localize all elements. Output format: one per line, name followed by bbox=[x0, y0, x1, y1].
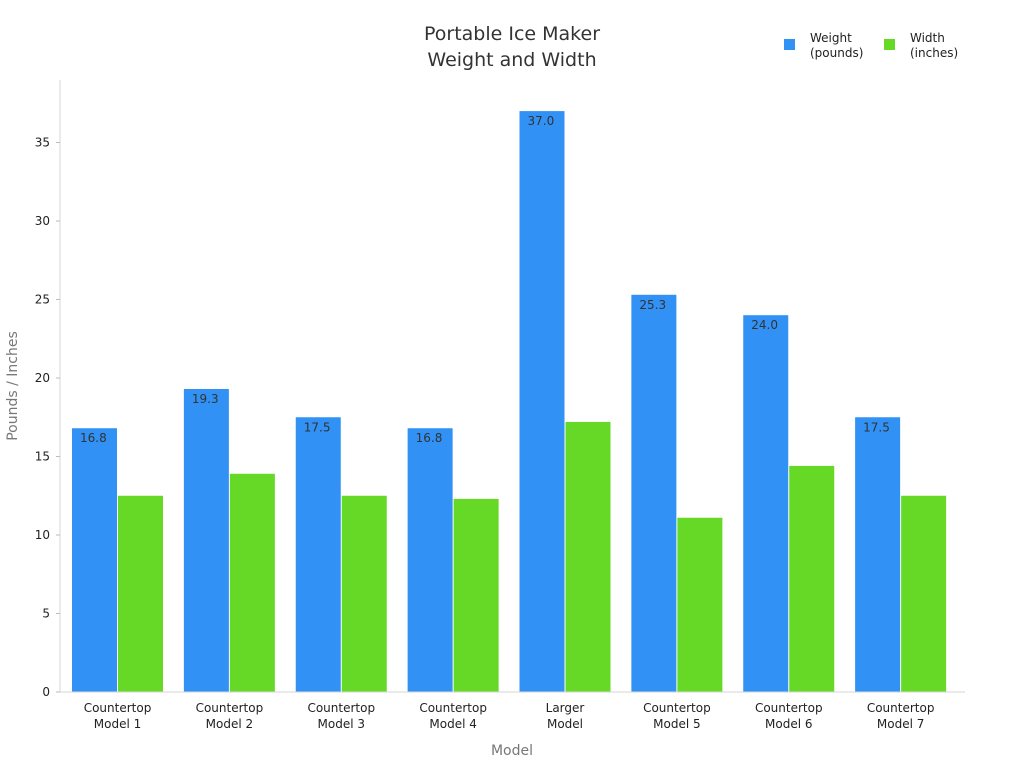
category-label-line-1: Countertop bbox=[307, 701, 375, 715]
bar-width-3 bbox=[341, 495, 387, 692]
data-labels: 16.8 19.3 17.5 16.8 37.0 25.3 24.0 17.5 bbox=[80, 114, 890, 445]
bar-weight-7 bbox=[743, 315, 789, 692]
y-tick-label: 20 bbox=[35, 371, 50, 385]
y-tick-label: 10 bbox=[35, 528, 50, 542]
y-tick-label: 5 bbox=[42, 607, 50, 621]
bar-weight-1 bbox=[72, 428, 117, 692]
category-label-line-1: Countertop bbox=[419, 701, 487, 715]
data-label-weight-7: 24.0 bbox=[751, 318, 778, 332]
chart-title-line-2: Weight and Width bbox=[427, 49, 596, 71]
bar-weight-2 bbox=[183, 388, 229, 692]
y-tick-label: 35 bbox=[35, 136, 50, 150]
category-label-line-1: Countertop bbox=[84, 701, 152, 715]
legend-label-width-line-1: Width bbox=[910, 31, 945, 45]
category-label-line-2: Model bbox=[547, 717, 583, 731]
legend: Weight (pounds) Width (inches) bbox=[784, 31, 958, 60]
data-label-weight-6: 25.3 bbox=[639, 298, 666, 312]
data-label-weight-4: 16.8 bbox=[416, 431, 443, 445]
y-axis-title: Pounds / Inches bbox=[5, 331, 21, 441]
category-labels: Countertop Model 1 Countertop Model 2 Counte… bbox=[84, 701, 935, 731]
y-tick-label: 30 bbox=[35, 214, 50, 228]
legend-label-weight-line-1: Weight bbox=[810, 31, 852, 45]
bar-width-8 bbox=[901, 495, 947, 692]
bar-weight-3 bbox=[295, 417, 341, 692]
bars bbox=[72, 111, 947, 693]
bar-width-2 bbox=[229, 473, 275, 692]
data-label-weight-8: 17.5 bbox=[863, 420, 890, 434]
bar-width-5 bbox=[565, 421, 611, 692]
bar-weight-4 bbox=[407, 428, 453, 692]
category-label-line-1: Countertop bbox=[755, 701, 823, 715]
category-label-line-2: Model 5 bbox=[653, 717, 700, 731]
category-label-line-1: Countertop bbox=[867, 701, 935, 715]
bar-width-6 bbox=[677, 517, 723, 692]
legend-label-width-line-2: (inches) bbox=[910, 46, 958, 60]
legend-swatch-weight bbox=[784, 39, 795, 50]
bar-width-4 bbox=[453, 498, 499, 692]
data-label-weight-2: 19.3 bbox=[192, 392, 219, 406]
legend-swatch-width bbox=[884, 39, 895, 50]
category-label-line-2: Model 6 bbox=[765, 717, 812, 731]
data-label-weight-1: 16.8 bbox=[80, 431, 107, 445]
data-label-weight-5: 37.0 bbox=[528, 114, 555, 128]
chart-title-line-1: Portable Ice Maker bbox=[424, 23, 600, 45]
bar-weight-8 bbox=[855, 417, 901, 692]
bar-weight-5 bbox=[519, 111, 565, 693]
data-label-weight-3: 17.5 bbox=[304, 420, 331, 434]
category-label-line-2: Model 1 bbox=[94, 717, 141, 731]
legend-label-weight-line-2: (pounds) bbox=[810, 46, 863, 60]
category-label-line-1: Countertop bbox=[196, 701, 264, 715]
y-tick-label: 15 bbox=[35, 450, 50, 464]
category-label-line-2: Model 4 bbox=[429, 717, 476, 731]
category-label-line-2: Model 3 bbox=[318, 717, 365, 731]
y-tick-label: 0 bbox=[42, 685, 50, 699]
x-axis-title: Model bbox=[491, 743, 533, 759]
bar-weight-6 bbox=[631, 294, 677, 692]
category-label-line-1: Larger bbox=[546, 701, 585, 715]
category-label-line-1: Countertop bbox=[643, 701, 711, 715]
category-label-line-2: Model 7 bbox=[877, 717, 924, 731]
y-axis-ticks: 0 5 10 15 20 25 30 35 bbox=[35, 136, 60, 699]
category-label-line-2: Model 2 bbox=[206, 717, 253, 731]
bar-width-1 bbox=[118, 495, 163, 692]
bar-width-7 bbox=[789, 465, 835, 692]
y-tick-label: 25 bbox=[35, 293, 50, 307]
